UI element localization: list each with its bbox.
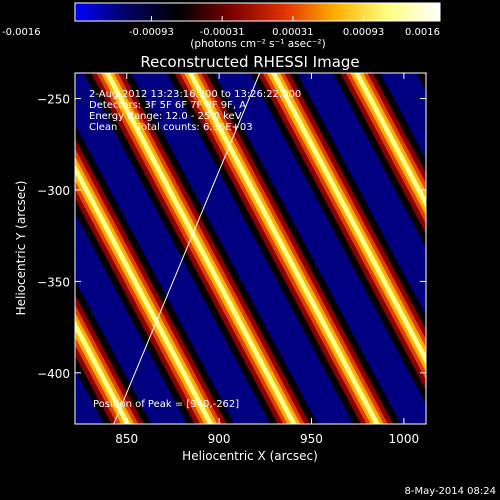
heatmap-stripe-band [484,0,500,497]
colorbar-tick-label: -0.00093 [129,27,174,38]
colorbar-tick-label: -0.00031 [200,27,245,38]
colorbar-tick-label: 0.00093 [343,27,384,38]
colorbar-tick-label: 0.00031 [272,27,313,38]
annotation-peak-position: Position of Peak = [940,-262] [93,399,239,410]
heatmap-stripe-band [75,163,214,424]
y-axis-label: Heliocentric Y (arcsec) [14,181,28,316]
x-axis-label: Heliocentric X (arcsec) [182,449,318,463]
heatmap-stripe-band [0,0,83,497]
annotation-energy-range: Energy Range: 12.0 - 25.0 keV [89,111,242,122]
x-axis-ticks: 850 900 950 1000 [115,73,419,446]
annotation-time-range: 2-Aug-2012 13:23:16.000 to 13:26:22.000 [89,89,301,100]
heatmap-stripe-band [484,0,500,497]
annotation-total-counts: Clean Total counts: 6.36E+03 [89,122,253,133]
y-tick-label: −300 [37,184,70,198]
heatmap-stripe-band [187,73,380,424]
heatmap-stripe-band [0,0,83,497]
heatmap-stripe-band [484,0,500,497]
x-tick-label: 850 [115,432,138,446]
y-tick-label: −400 [37,367,70,381]
heatmap-stripe-band [353,73,426,209]
colorbar-tick-label: -0.0016 [2,27,41,38]
heatmap-stripe-band [0,0,83,497]
annotation-block: 2-Aug-2012 13:23:16.000 to 13:26:22.000 … [89,89,301,410]
y-tick-label: −350 [37,275,70,289]
x-tick-label: 1000 [389,432,420,446]
x-tick-label: 900 [208,432,231,446]
colorbar [74,2,441,22]
x-tick-label: 950 [300,432,323,446]
heatmap-stripe-band [0,0,83,497]
heatmap-stripe-band [484,0,500,497]
footer-timestamp: 8-May-2014 08:24 [404,486,496,497]
heatmap-stripe-band [104,73,297,424]
y-axis-ticks: −250 −300 −350 −400 [37,93,426,381]
solar-limb-line [113,73,261,424]
heatmap-stripe-band [0,0,83,497]
colorbar-tick-label: 0.0016 [405,27,440,38]
heatmap-stripe-band [75,319,131,424]
chart-title: Reconstructed RHESSI Image [140,53,359,71]
heatmap-stripe-band [270,73,426,365]
y-tick-label: −250 [37,93,70,107]
plot-frame [74,72,427,425]
heatmap-stripe-band [484,0,500,497]
annotation-detectors: Detectors: 3F 5F 6F 7F 8F 9F, A [89,100,246,111]
colorbar-units-label: (photons cm⁻² s⁻¹ asec⁻²) [190,38,325,50]
colorbar-ticks: -0.0016 -0.00093 -0.00031 0.00031 0.00093 0.0… [2,16,441,38]
